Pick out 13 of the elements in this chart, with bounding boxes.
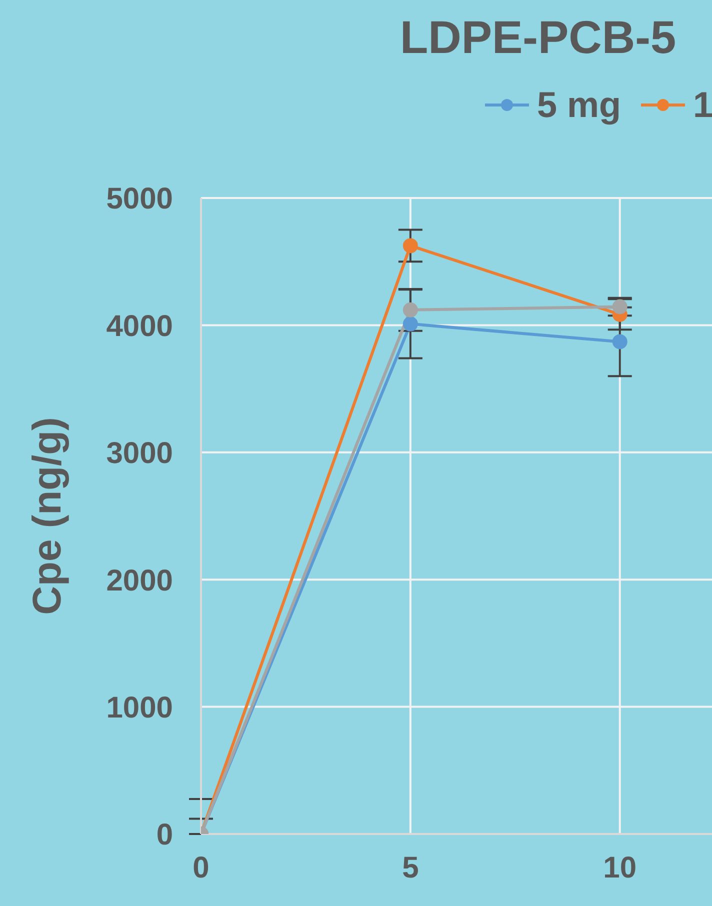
x-tick-label: 10 [603,851,637,884]
y-tick-label: 2000 [106,564,173,598]
chart-title: LDPE-PCB-5 [400,10,676,64]
y-tick-label: 5000 [106,182,173,216]
y-tick-label: 1000 [106,691,173,724]
y-axis-title: Cpe (ng/g) [26,417,70,615]
x-tick-label: 0 [192,851,210,884]
legend-label: 1 [693,84,712,126]
y-tick-label: 4000 [106,310,173,343]
y-tick-label: 0 [156,818,173,852]
x-tick-label: 5 [402,851,419,884]
legend-label: 5 mg [537,84,622,126]
y-tick-label: 3000 [106,437,173,470]
